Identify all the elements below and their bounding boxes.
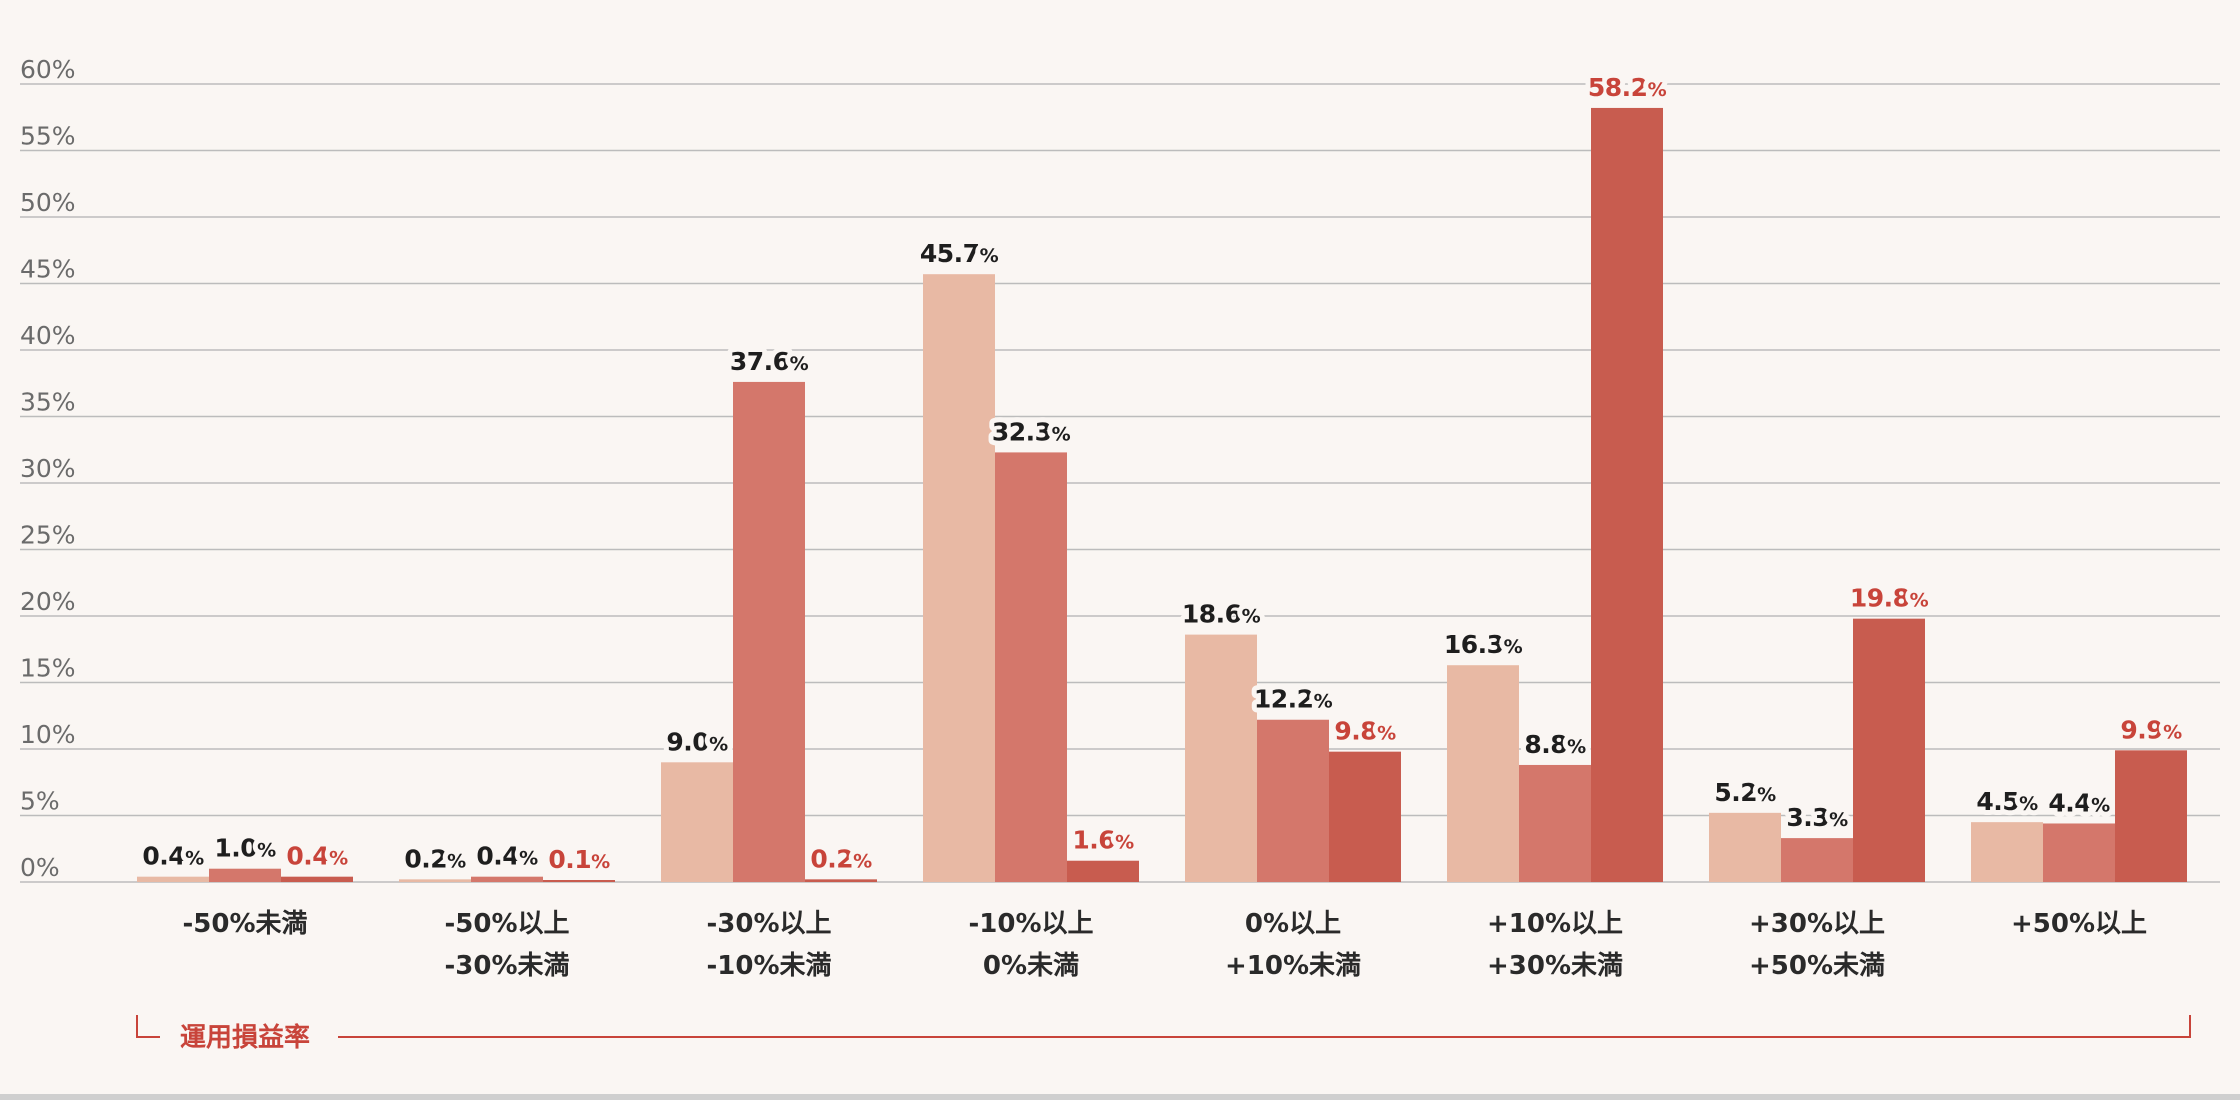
data-label: 32.3% bbox=[992, 417, 1071, 446]
bar bbox=[1853, 618, 1925, 882]
bar bbox=[995, 452, 1067, 882]
y-tick-label: 55% bbox=[20, 122, 76, 151]
x-category-label: -10%以上 bbox=[968, 909, 1093, 939]
data-label: 4.4% bbox=[2048, 788, 2110, 817]
data-label: 9.8% bbox=[1334, 717, 1396, 746]
x-category-label: +30%未満 bbox=[1487, 951, 1623, 981]
y-tick-label: 0% bbox=[20, 853, 60, 882]
bar bbox=[471, 876, 543, 882]
bar bbox=[1067, 860, 1139, 882]
data-label: 37.6% bbox=[730, 347, 809, 376]
y-tick-label: 60% bbox=[20, 55, 76, 84]
data-label: 1.0% bbox=[214, 834, 276, 863]
y-tick-label: 5% bbox=[20, 787, 60, 816]
bottom-rule bbox=[0, 1094, 2240, 1100]
bar bbox=[543, 880, 615, 882]
bar bbox=[1185, 634, 1257, 882]
data-label: 58.2% bbox=[1588, 73, 1667, 102]
x-category-label: +50%以上 bbox=[2011, 909, 2147, 939]
data-label: 9.9% bbox=[2120, 715, 2182, 744]
bar bbox=[137, 876, 209, 882]
x-category-label: -30%未満 bbox=[444, 951, 569, 981]
x-category-label: -30%以上 bbox=[706, 909, 831, 939]
bar bbox=[281, 876, 353, 882]
data-label: 18.6% bbox=[1182, 600, 1261, 629]
data-label: 4.5% bbox=[1976, 787, 2038, 816]
bar bbox=[399, 879, 471, 882]
data-label: 12.2% bbox=[1254, 685, 1333, 714]
bar bbox=[1591, 107, 1663, 882]
y-tick-label: 35% bbox=[20, 388, 76, 417]
data-label: 0.2% bbox=[404, 844, 466, 873]
x-category-label: -50%以上 bbox=[444, 909, 569, 939]
data-label: 0.1% bbox=[548, 845, 610, 874]
bar bbox=[1709, 812, 1781, 882]
x-category-label: +10%未満 bbox=[1225, 951, 1361, 981]
bar bbox=[1447, 665, 1519, 882]
data-label: 9.0% bbox=[666, 727, 728, 756]
bar bbox=[923, 274, 995, 882]
bar bbox=[661, 762, 733, 882]
y-tick-label: 20% bbox=[20, 587, 76, 616]
y-tick-label: 15% bbox=[20, 654, 76, 683]
bar bbox=[1257, 719, 1329, 882]
bar bbox=[1329, 751, 1401, 882]
data-label: 19.8% bbox=[1850, 584, 1929, 613]
y-tick-label: 50% bbox=[20, 188, 76, 217]
data-label: 16.3% bbox=[1444, 630, 1523, 659]
bar bbox=[805, 879, 877, 882]
data-label: 8.8% bbox=[1524, 730, 1586, 759]
x-axis-bracket bbox=[136, 1015, 2191, 1038]
bar bbox=[1971, 822, 2043, 882]
bar bbox=[2115, 750, 2187, 882]
data-label: 0.4% bbox=[476, 842, 538, 871]
y-tick-label: 45% bbox=[20, 255, 76, 284]
data-label: 5.2% bbox=[1714, 778, 1776, 807]
data-label: 0.4% bbox=[142, 842, 204, 871]
data-label: 0.4% bbox=[286, 842, 348, 871]
data-label: 0.2% bbox=[810, 844, 872, 873]
y-tick-label: 25% bbox=[20, 521, 76, 550]
x-category-label: +30%以上 bbox=[1749, 909, 1885, 939]
bar bbox=[209, 868, 281, 882]
bar bbox=[1519, 764, 1591, 882]
y-tick-label: 40% bbox=[20, 321, 76, 350]
bar bbox=[733, 381, 805, 882]
x-axis-label: 運用損益率 bbox=[180, 1022, 310, 1053]
y-tick-label: 30% bbox=[20, 454, 76, 483]
x-category-label: 0%未満 bbox=[983, 951, 1079, 981]
data-label: 1.6% bbox=[1072, 826, 1134, 855]
data-label: 3.3% bbox=[1786, 803, 1848, 832]
data-label: 45.7% bbox=[920, 239, 999, 268]
bar bbox=[2043, 823, 2115, 882]
x-category-label: 0%以上 bbox=[1245, 909, 1341, 939]
x-category-label: -50%未満 bbox=[182, 909, 307, 939]
x-category-label: +50%未満 bbox=[1749, 951, 1885, 981]
x-category-label: +10%以上 bbox=[1487, 909, 1623, 939]
x-category-label: -10%未満 bbox=[706, 951, 831, 981]
bar bbox=[1781, 838, 1853, 882]
y-tick-label: 10% bbox=[20, 720, 76, 749]
